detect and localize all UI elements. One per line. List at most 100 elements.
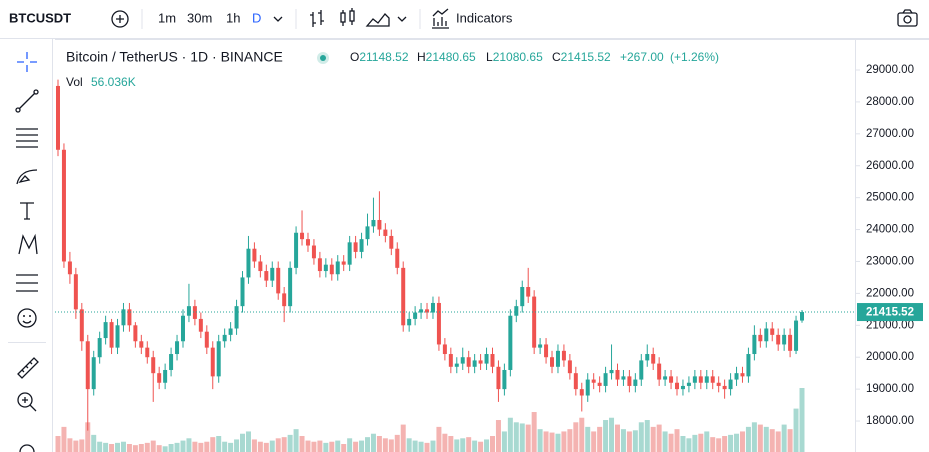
interval[interactable]: 30m bbox=[187, 10, 212, 25]
volume-bar bbox=[751, 422, 757, 452]
candle-body bbox=[61, 149, 66, 262]
candle-body bbox=[585, 379, 590, 396]
volume-bar bbox=[305, 440, 311, 452]
candle-body bbox=[192, 306, 197, 319]
candle-body bbox=[430, 302, 435, 313]
volume-bar bbox=[716, 438, 722, 452]
fib-tool[interactable] bbox=[16, 128, 38, 148]
indicators-button[interactable]: Indicators bbox=[456, 10, 513, 25]
candle-body bbox=[419, 309, 424, 313]
add-symbol[interactable] bbox=[111, 10, 129, 28]
y-tick-label: 27000.00 bbox=[866, 128, 914, 140]
volume-bar bbox=[775, 431, 781, 452]
bars-icon[interactable] bbox=[310, 10, 324, 27]
candle-body bbox=[698, 376, 703, 383]
interval-active[interactable]: D bbox=[252, 10, 261, 25]
indicators-icon[interactable] bbox=[432, 8, 449, 29]
volume-bar bbox=[799, 388, 805, 452]
candle-body bbox=[240, 277, 245, 307]
legend-change: +267.00 bbox=[620, 50, 664, 64]
volume-bar bbox=[412, 440, 418, 452]
zoom-tool[interactable] bbox=[17, 392, 37, 412]
forecast-tool[interactable] bbox=[16, 274, 38, 292]
interval[interactable]: 1h bbox=[226, 10, 240, 25]
candle-body bbox=[740, 373, 745, 377]
legend-value: 21148.52 bbox=[359, 50, 408, 64]
volume-bar bbox=[138, 444, 144, 452]
volume-bar bbox=[347, 438, 353, 452]
candles-icon[interactable] bbox=[340, 8, 355, 26]
candle-body bbox=[401, 267, 406, 326]
volume-bar bbox=[525, 424, 531, 452]
volume-bar bbox=[287, 434, 293, 452]
volume-bar bbox=[650, 426, 656, 452]
legend-change-pct: (+1.26%) bbox=[670, 50, 719, 64]
more-tools[interactable] bbox=[19, 444, 35, 452]
y-tick-label: 25000.00 bbox=[866, 192, 914, 204]
candle-body bbox=[436, 302, 441, 345]
candle-body bbox=[145, 347, 150, 358]
volume-bar bbox=[109, 444, 115, 452]
candle-body bbox=[764, 328, 769, 342]
candle-body bbox=[639, 360, 644, 380]
volume-bar bbox=[216, 436, 222, 452]
area-icon[interactable] bbox=[365, 13, 390, 27]
volume-bar bbox=[240, 433, 246, 452]
candle-body bbox=[794, 320, 799, 351]
candle-body bbox=[800, 312, 804, 321]
brush-tool[interactable] bbox=[16, 169, 38, 185]
candle-body bbox=[508, 315, 513, 370]
volume-bar bbox=[269, 440, 275, 452]
interval-menu[interactable] bbox=[273, 16, 283, 22]
candle-body bbox=[371, 219, 376, 227]
measure-tool[interactable] bbox=[17, 357, 39, 379]
candle-body bbox=[413, 312, 418, 319]
candle-body bbox=[395, 248, 400, 268]
candle-body bbox=[79, 309, 84, 342]
volume-bar bbox=[662, 431, 668, 452]
volume-bar bbox=[132, 445, 138, 452]
volume-bar bbox=[573, 422, 579, 452]
volume-title: Vol bbox=[66, 75, 83, 89]
volume-bar bbox=[61, 426, 67, 452]
screenshot-button[interactable] bbox=[897, 9, 918, 27]
chart-type-menu[interactable] bbox=[397, 16, 407, 22]
legend-item: C21415.52 bbox=[552, 50, 611, 64]
candle-body bbox=[294, 232, 299, 268]
emoji-tool[interactable] bbox=[17, 308, 37, 328]
volume-bar bbox=[210, 437, 216, 452]
candle-body bbox=[496, 366, 501, 390]
volume-bar bbox=[442, 433, 448, 452]
candle-body bbox=[466, 357, 471, 367]
volume-bar bbox=[561, 431, 567, 452]
trendline-tool[interactable] bbox=[15, 89, 39, 113]
candle-body bbox=[675, 382, 680, 390]
crosshair-tool[interactable] bbox=[17, 52, 37, 72]
candle-body bbox=[347, 242, 352, 265]
volume-bar bbox=[400, 424, 406, 452]
volume-bar bbox=[597, 426, 603, 452]
candle-body bbox=[175, 341, 180, 355]
candle-body bbox=[228, 328, 233, 335]
volume-bar bbox=[370, 433, 376, 452]
volume-bar bbox=[299, 436, 305, 452]
candle-body bbox=[91, 357, 96, 390]
volume-bar bbox=[489, 436, 495, 452]
candle-body bbox=[657, 363, 662, 380]
candle-body bbox=[460, 357, 465, 364]
pattern-tool[interactable] bbox=[18, 233, 38, 255]
candle-body bbox=[782, 334, 787, 345]
interval[interactable]: 1m bbox=[158, 10, 176, 25]
text-tool[interactable] bbox=[20, 202, 34, 220]
volume-bar bbox=[353, 441, 359, 452]
candle-body bbox=[621, 376, 626, 380]
volume-bar bbox=[674, 429, 680, 452]
candle-body bbox=[734, 373, 739, 380]
volume-bar bbox=[632, 430, 638, 452]
symbol[interactable]: BTCUSDT bbox=[9, 10, 71, 25]
candle-body bbox=[151, 357, 156, 374]
candle-body bbox=[579, 389, 584, 396]
candle-body bbox=[692, 376, 697, 383]
volume-bar bbox=[234, 439, 240, 452]
